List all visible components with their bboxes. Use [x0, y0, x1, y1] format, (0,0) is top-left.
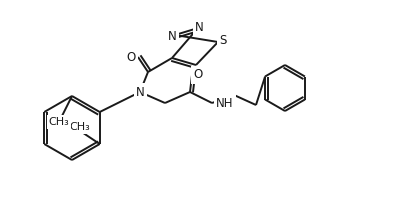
Text: CH₃: CH₃ — [69, 122, 90, 132]
Text: N: N — [195, 21, 203, 34]
Text: NH: NH — [216, 97, 234, 110]
Text: O: O — [126, 51, 136, 64]
Text: S: S — [219, 34, 227, 46]
Text: N: N — [168, 30, 176, 43]
Text: CH₃: CH₃ — [49, 117, 69, 127]
Text: O: O — [193, 68, 203, 82]
Text: N: N — [136, 86, 144, 98]
